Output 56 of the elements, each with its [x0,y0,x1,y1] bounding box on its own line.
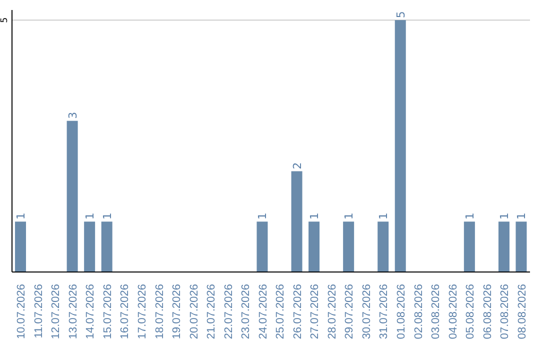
x-tick-label: 12.07.2026 [50,284,62,340]
data-label: 1 [463,212,476,220]
x-tick-label: 25.07.2026 [274,284,287,340]
x-tick-label: 13.07.2026 [67,284,80,340]
x-tick-label: 22.07.2026 [222,284,235,340]
x-tick-label: 20.07.2026 [188,284,200,340]
x-tick-label: 23.07.2026 [240,284,252,340]
bar [378,222,389,272]
x-tick-label: 10.07.2026 [16,284,28,340]
data-label: 1 [515,212,528,220]
x-tick-label: 01.08.2026 [396,284,408,340]
data-label: 2 [290,162,304,170]
bar [256,222,268,272]
x-tick-label: 24.07.2026 [257,284,270,340]
data-label: 1 [377,212,390,220]
x-tick-label: 31.07.2026 [378,284,390,340]
x-tick-label: 27.07.2026 [309,284,322,340]
x-tick-label: 16.07.2026 [119,284,132,340]
x-tick-label: 17.07.2026 [136,284,148,340]
x-tick-label: 07.08.2026 [499,284,512,340]
bar [15,222,26,272]
bar [84,222,96,272]
x-tick-label: 15.07.2026 [102,284,114,340]
bar [516,222,527,272]
data-label: 1 [308,212,322,220]
x-tick-label: 06.08.2026 [482,284,494,340]
bar [291,171,302,272]
bar [101,222,112,272]
x-tick-label: 08.08.2026 [516,284,528,340]
x-tick-label: 21.07.2026 [206,284,218,340]
x-tick-label: 14.07.2026 [84,284,97,340]
x-tick-label: 11.07.2026 [32,284,45,338]
x-tick-label: 19.07.2026 [171,284,184,340]
x-tick-label: 26.07.2026 [292,284,304,340]
x-tick-label: 18.07.2026 [154,284,166,340]
data-label: 1 [84,212,97,220]
data-label: 1 [498,212,511,220]
data-label: 1 [100,212,114,220]
x-tick-label: 03.08.2026 [430,284,442,340]
x-tick-label: 04.08.2026 [447,284,460,340]
data-label: 5 [394,11,408,18]
x-tick-label: 29.07.2026 [344,284,356,340]
bar [308,222,320,272]
x-tick-label: 02.08.2026 [412,284,425,340]
x-tick-label: 05.08.2026 [464,284,477,340]
data-label: 1 [14,212,28,220]
bar [464,222,475,272]
bar [394,20,406,272]
bar [66,120,78,272]
data-label: 1 [256,212,270,220]
bar [498,222,510,272]
data-label: 1 [342,212,356,220]
data-label: 3 [66,112,80,119]
x-tick-label: 30.07.2026 [360,284,373,340]
x-tick-label: 28.07.2026 [326,284,338,340]
bar [343,222,354,272]
